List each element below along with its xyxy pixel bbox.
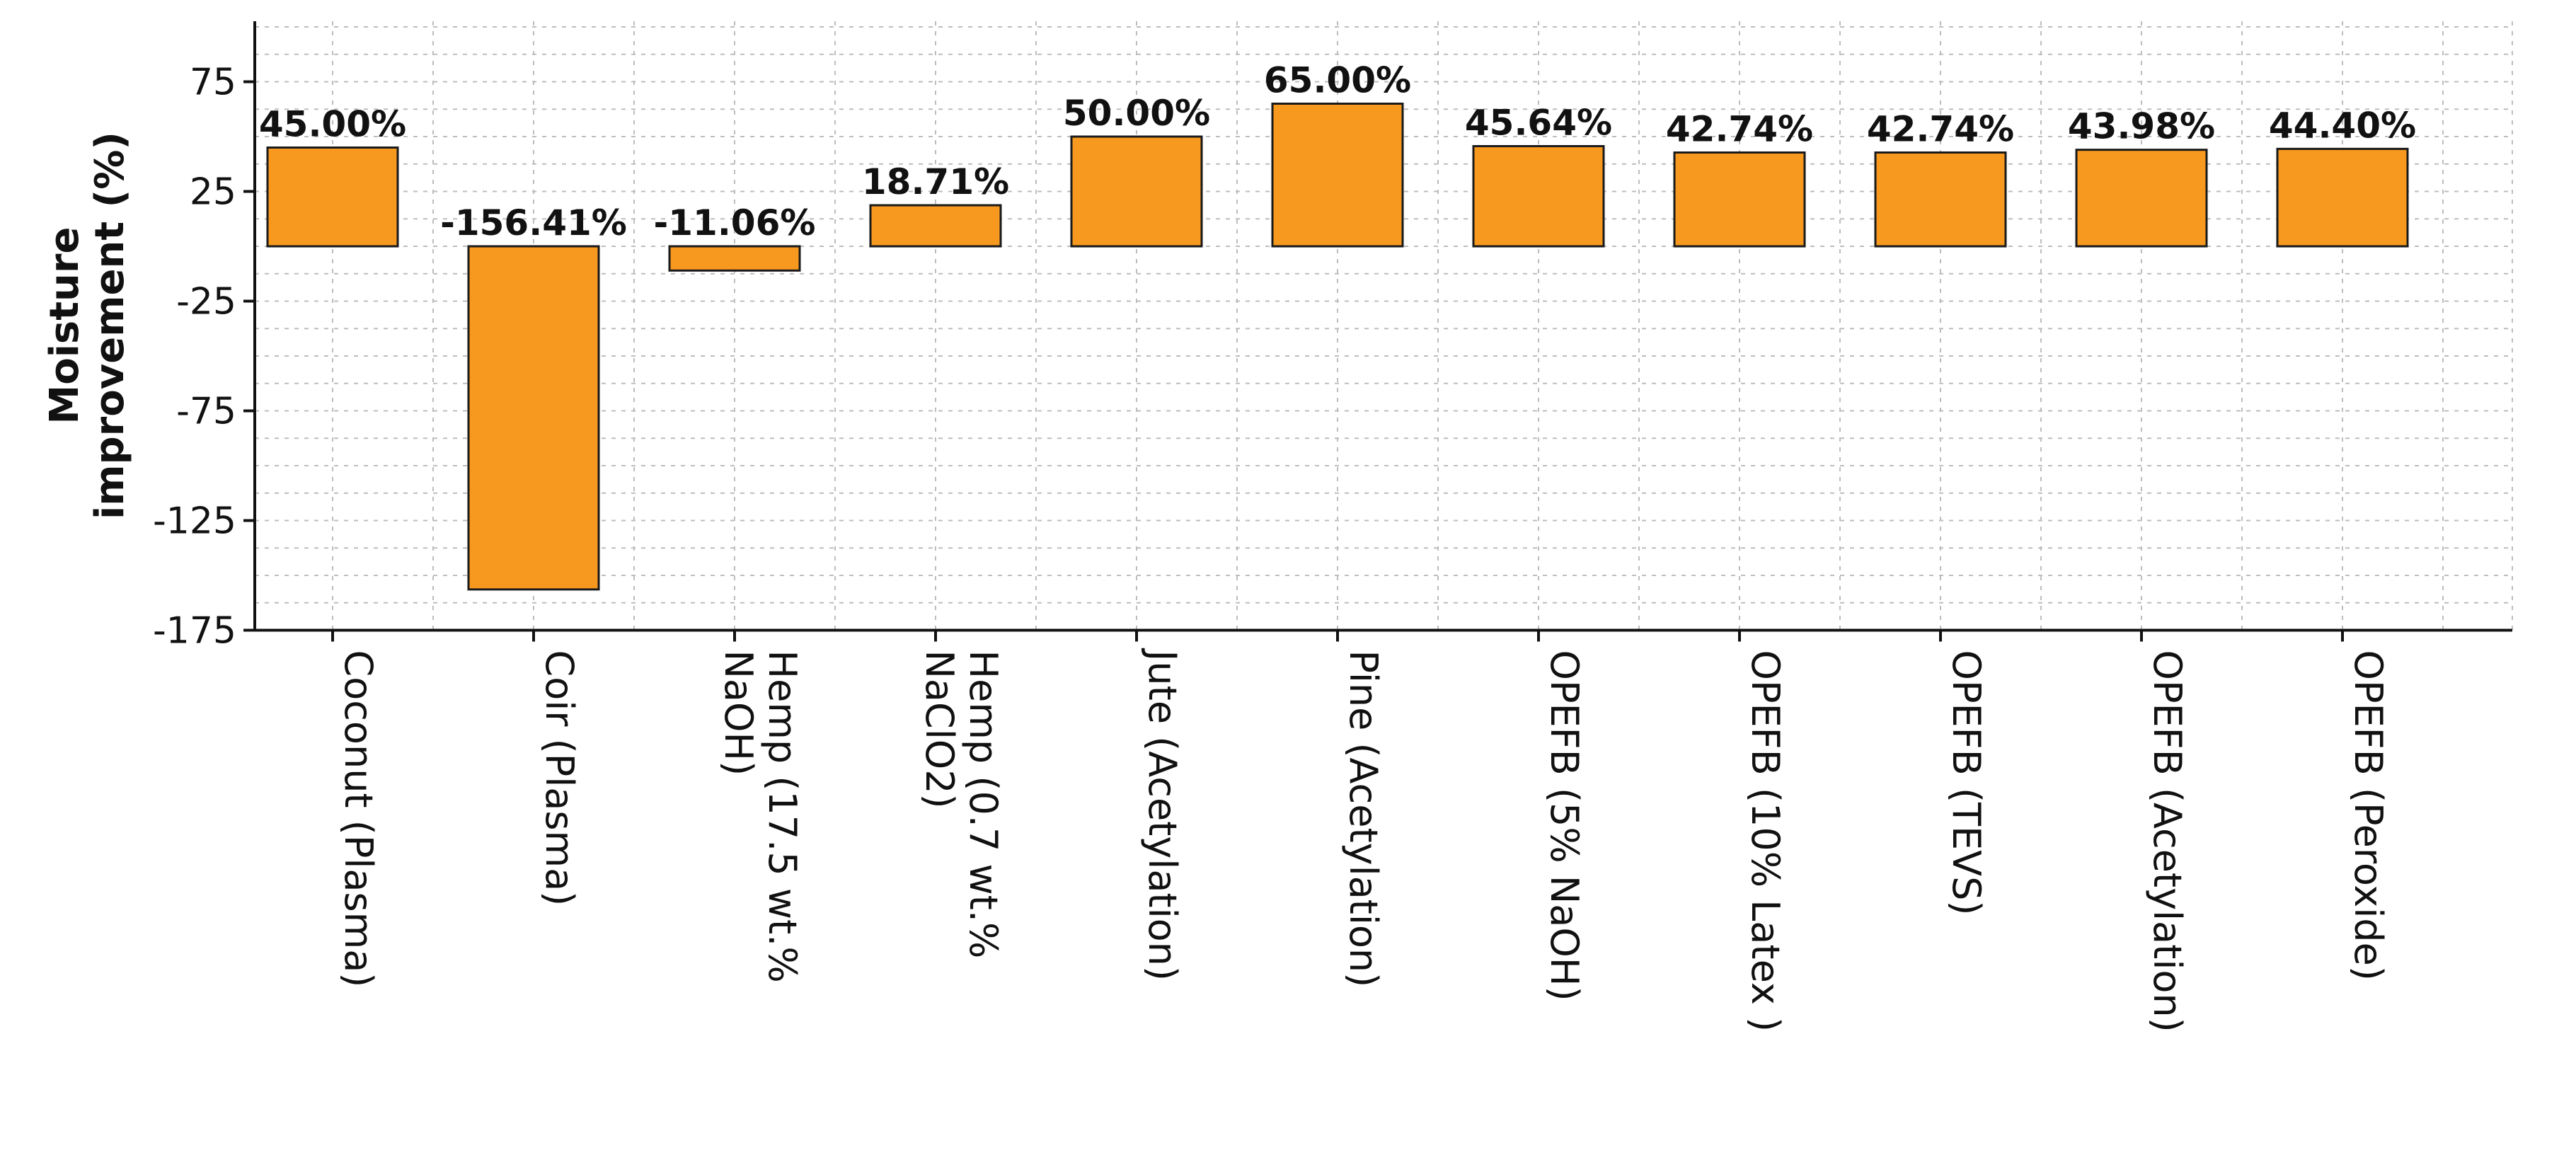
data-label: 50.00%	[1063, 93, 1210, 134]
grid-layer	[255, 21, 2513, 631]
label-layer: 45.00% -156.41% -11.06% 18.71% 50.00% 65.00% 4…	[259, 60, 2416, 244]
data-label: 65.00%	[1264, 60, 1411, 101]
axis-layer: 75 25 -25 -75 -125 -175 Coconut (Plasma) Coir (…	[153, 21, 2512, 1033]
bar	[1874, 151, 2007, 248]
x-tick-label: NaOH)	[716, 650, 761, 776]
x-tick-label: OPEFB (10% Latex )	[1743, 650, 1788, 1033]
x-tick-label: OPEFB (Acetylation)	[2145, 650, 2190, 1033]
bar-layer	[266, 103, 2409, 591]
bar	[2075, 149, 2208, 248]
bar	[2276, 147, 2409, 248]
data-label: 18.71%	[862, 161, 1009, 202]
y-tick-label: 25	[190, 171, 236, 214]
y-tick-label: -75	[176, 391, 236, 433]
bar	[1271, 103, 1404, 248]
y-tick-label: -25	[176, 281, 236, 323]
y-tick-label: -125	[153, 500, 236, 543]
data-label: -11.06%	[653, 202, 815, 243]
data-label: 42.74%	[1867, 109, 2014, 150]
x-tick-label: Hemp (0.7 wt.%	[961, 650, 1006, 959]
x-tick-label: Coconut (Plasma)	[336, 650, 381, 988]
data-label: 43.98%	[2068, 106, 2215, 147]
bar	[1472, 145, 1605, 248]
data-label: -156.41%	[440, 202, 627, 243]
x-tick-label: OPEFB (TEVS)	[1944, 650, 1989, 916]
x-tick-label: Pine (Acetylation)	[1341, 650, 1386, 988]
bar	[668, 245, 801, 272]
data-label: 45.00%	[259, 104, 406, 145]
data-label: 45.64%	[1465, 103, 1612, 144]
y-tick-label: -175	[153, 610, 236, 653]
data-label: 42.74%	[1666, 109, 1813, 150]
y-axis-title-line: Moisture	[42, 227, 88, 425]
bar	[1070, 135, 1203, 248]
y-axis-title-line: improvement (%)	[87, 132, 133, 519]
x-tick-label: Jute (Acetylation)	[1140, 648, 1185, 981]
y-axis-title: Moistureimprovement (%)	[42, 132, 133, 519]
x-tick-label: NaClO2)	[917, 650, 962, 809]
x-tick-label: OPEFB (Peroxide)	[2346, 650, 2391, 981]
x-tick-label: OPEFB (5% NaOH)	[1542, 650, 1587, 1001]
bar	[266, 146, 399, 248]
y-tick-label: 75	[190, 62, 236, 104]
bar	[467, 245, 600, 591]
x-tick-label: Coir (Plasma)	[537, 650, 582, 907]
bar	[869, 204, 1002, 248]
bar	[1673, 151, 1806, 248]
data-label: 44.40%	[2269, 105, 2416, 146]
x-tick-label: Hemp (17.5 wt.%	[760, 650, 805, 983]
